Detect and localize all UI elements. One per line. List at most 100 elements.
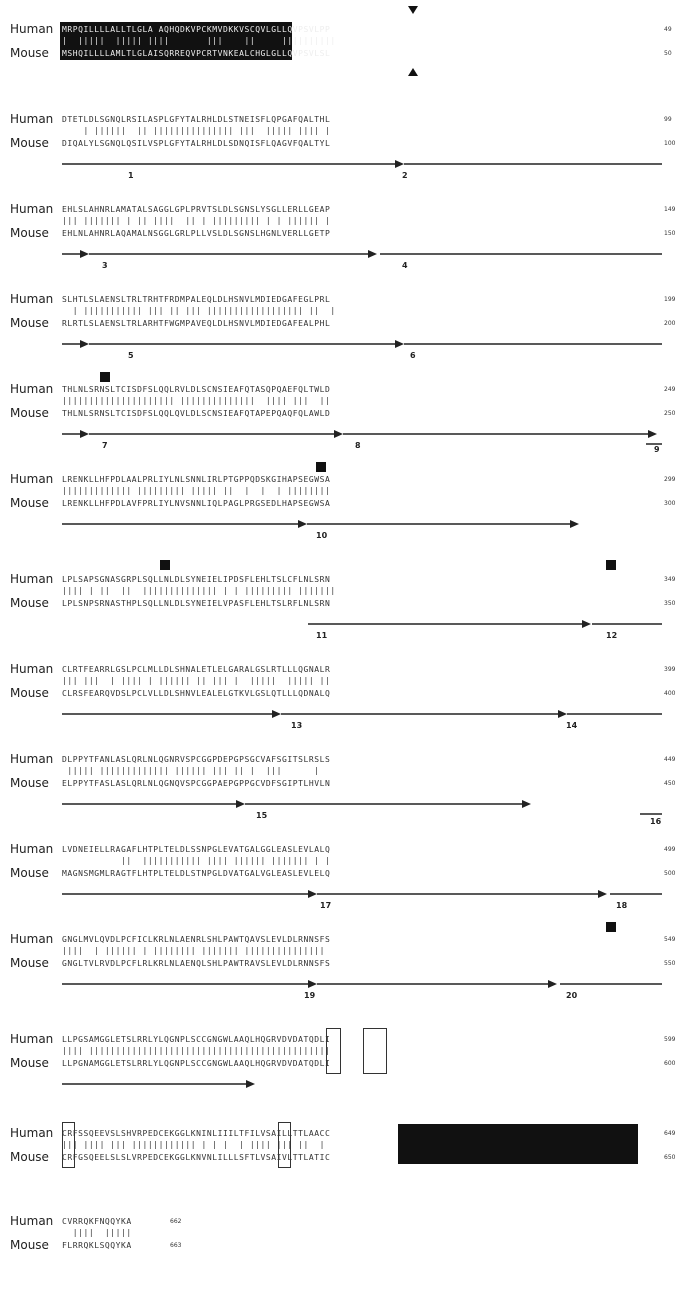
- human-position: 349: [664, 576, 676, 583]
- human-sequence: EHLSLAHNRLAMATALSAGGLGPLPRVTSLDLSGNSLYSG…: [62, 205, 331, 214]
- lrr-arrows: 13 14: [62, 710, 662, 730]
- lrr-number: 11: [316, 631, 328, 640]
- cleavage-site-marker: [408, 6, 418, 14]
- lrr-arrowhead: [368, 250, 377, 258]
- species-label-mouse: Mouse: [10, 136, 49, 150]
- lrr-number: 16: [650, 817, 662, 826]
- species-label-human: Human: [10, 662, 54, 676]
- species-label-mouse: Mouse: [10, 226, 49, 240]
- identity-line: |||| | |||||| | |||||||| ||||||| |||||||…: [62, 946, 325, 955]
- species-label-human: Human: [10, 752, 54, 766]
- lrr-arrowhead: [334, 430, 343, 438]
- species-label-mouse: Mouse: [10, 46, 49, 60]
- glycosylation-site-marker: [606, 560, 616, 570]
- lrr-arrowhead: [395, 340, 404, 348]
- mouse-sequence: LPLSNPSRNASTHPLSQLLNLDLSYNEIELVPASFLEHLT…: [62, 599, 331, 608]
- human-sequence: GNGLMVLQVDLPCFICLKRLNLAENRLSHLPAWTQAVSLE…: [62, 935, 331, 944]
- lrr-number: 8: [355, 441, 361, 450]
- cysteine-box: [363, 1028, 387, 1074]
- mouse-sequence: EHLNLAHNRLAQAMALNSGGLGRLPLLVSLDLSGNSLHGN…: [62, 229, 331, 238]
- identity-line: | ||||| ||||| |||| ||| || ||||||||||: [62, 36, 336, 45]
- alignment-block-4: Human SLHTLSLAENSLTRLTRHTFRDMPALEQLDLHSN…: [0, 292, 695, 382]
- cysteine-box: [326, 1028, 341, 1074]
- mouse-sequence: LRENKLLHFPDLAVFPRLIYLNVSNNLIQLPAGLPRGSED…: [62, 499, 331, 508]
- species-label-human: Human: [10, 1214, 54, 1228]
- identity-line: || ||||||||||| |||| |||||| ||||||| | |: [62, 856, 331, 865]
- mouse-sequence: DIQALYLSGNQLQSILVSPLGFYTALRHLDLSDNQISFLQ…: [62, 139, 331, 148]
- lrr-arrowhead: [582, 620, 591, 628]
- identity-line: |||| |||||||||||||||||||||||||||||||||||…: [62, 1046, 331, 1055]
- identity-line: ||||||||||||||||||||| |||||||||||||| |||…: [62, 396, 331, 405]
- lrr-arrowhead: [246, 1080, 255, 1088]
- alignment-block-1: Human MRPQILLLLALLTLGLA AQHQDKVPCKMVDKKV…: [0, 6, 695, 112]
- human-sequence: DLPPYTFANLASLQRLNLQGNRVSPCGGPDEPGPSGCVAF…: [62, 755, 331, 764]
- human-position: 649: [664, 1130, 676, 1137]
- lrr-arrowhead: [395, 160, 404, 168]
- lrr-arrowhead: [522, 800, 531, 808]
- identity-line: ||||||||||||| ||||||||| ||||| || | | | |…: [62, 486, 331, 495]
- lrr-number: 15: [256, 811, 268, 820]
- lrr-number: 10: [316, 531, 328, 540]
- mouse-sequence: ELPPYTFASLASLQRLNLQGNQVSPCGGPAEPGPPGCVDF…: [62, 779, 331, 788]
- alignment-block-13: Human CRFSSQEEVSLSHVRPEDCEKGGLKNINLIIILT…: [0, 1122, 695, 1216]
- identity-line: |||| |||||: [62, 1228, 132, 1237]
- human-position: 199: [664, 296, 676, 303]
- cysteine-box: [278, 1122, 291, 1168]
- species-label-mouse: Mouse: [10, 1056, 49, 1070]
- species-label-mouse: Mouse: [10, 1238, 49, 1252]
- alignment-block-5: Human THLNLSRNSLTCISDFSLQQLRVLDLSCNSIEAF…: [0, 372, 695, 472]
- species-label-mouse: Mouse: [10, 496, 49, 510]
- mouse-sequence: CRFGSQEELSLSLVRPEDCEKGGLKNVNLILLLSFTLVSA…: [62, 1153, 331, 1162]
- human-position: 99: [664, 116, 672, 123]
- identity-line: | ||||||||||| ||| || ||| |||||||||||||||…: [62, 306, 336, 315]
- mouse-sequence: THLNLSRNSLTCISDFSLQQLQVLDLSCNSIEAFQTAPEP…: [62, 409, 331, 418]
- human-sequence: LLPGSAMGGLETSLRRLYLQGNPLSCCGNGWLAAQLHQGR…: [62, 1035, 331, 1044]
- lrr-arrowhead: [308, 890, 317, 898]
- mouse-sequence: FLRRQKLSQQYKA: [62, 1241, 132, 1250]
- mouse-sequence: CLRSFEARQVDSLPCLVLLDLSHNVLEALELGTKVLGSLQ…: [62, 689, 331, 698]
- identity-line: | |||||| || ||||||||||||||| ||| ||||| ||…: [62, 126, 331, 135]
- human-sequence: SLHTLSLAENSLTRLTRHTFRDMPALEQLDLHSNVLMDIE…: [62, 295, 331, 304]
- lrr-arrowhead: [80, 430, 89, 438]
- glycosylation-site-marker: [160, 560, 170, 570]
- species-label-human: Human: [10, 572, 54, 586]
- species-label-mouse: Mouse: [10, 956, 49, 970]
- alignment-block-11: Human GNGLMVLQVDLPCFICLKRLNLAENRLSHLPAWT…: [0, 922, 695, 1022]
- species-label-mouse: Mouse: [10, 776, 49, 790]
- lrr-arrows: 7 8 9: [62, 430, 662, 454]
- mouse-sequence: LLPGNAMGGLETSLRRLYLQGNPLSCCGNGWLAAQLHQGR…: [62, 1059, 331, 1068]
- lrr-arrows: 3 4: [62, 250, 662, 270]
- mouse-position: 200: [664, 320, 676, 327]
- species-label-human: Human: [10, 1126, 54, 1140]
- alignment-block-2: Human DTETLDLSGNQLRSILASPLGFYTALRHLDLSTN…: [0, 112, 695, 202]
- lrr-arrows: 15 16: [62, 800, 662, 826]
- lrr-arrowhead: [80, 340, 89, 348]
- mouse-position: 100: [664, 140, 676, 147]
- human-position: 299: [664, 476, 676, 483]
- human-position: 249: [664, 386, 676, 393]
- human-position: 399: [664, 666, 676, 673]
- alignment-block-9: Human DLPPYTFANLASLQRLNLQGNRVSPCGGPDEPGP…: [0, 752, 695, 842]
- lrr-arrowhead: [570, 520, 579, 528]
- glycosylation-site-marker: [316, 462, 326, 472]
- lrr-arrowhead: [548, 980, 557, 988]
- identity-line: ||||| ||||||||||||| |||||| ||| || | ||| …: [62, 766, 325, 775]
- identity-line: |||| | || || |||||||||||||| | | ||||||||…: [62, 586, 336, 595]
- glycosylation-site-marker: [606, 922, 616, 932]
- species-label-human: Human: [10, 202, 54, 216]
- mouse-position: 650: [664, 1154, 676, 1161]
- lrr-number: 13: [291, 721, 302, 730]
- human-position: 499: [664, 846, 676, 853]
- lrr-arrows: 5 6: [62, 340, 662, 360]
- human-position: 549: [664, 936, 676, 943]
- mouse-position: 300: [664, 500, 676, 507]
- lrr-arrows: [62, 1080, 255, 1088]
- species-label-human: Human: [10, 842, 54, 856]
- alignment-block-7: Human LPLSAPSGNASGRPLSQLLNLDLSYNEIELIPDS…: [0, 560, 695, 662]
- species-label-human: Human: [10, 932, 54, 946]
- alignment-block-12: Human LLPGSAMGGLETSLRRLYLQGNPLSCCGNGWLAA…: [0, 1028, 695, 1122]
- mouse-sequence: MSHQILLLLAMLTLGLAISQRREQVPCRTVNKEALCHGLG…: [62, 49, 331, 58]
- species-label-mouse: Mouse: [10, 596, 49, 610]
- lrr-arrows: 19 20: [62, 980, 662, 1000]
- species-label-human: Human: [10, 22, 54, 36]
